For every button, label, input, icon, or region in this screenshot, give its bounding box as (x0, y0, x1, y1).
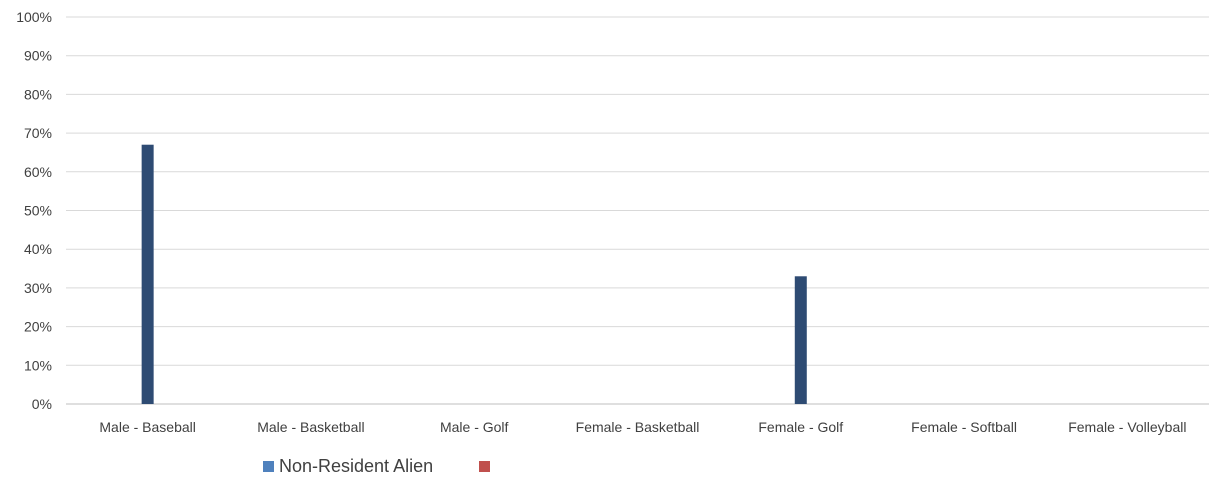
x-axis: Male - Baseball Male - Basketball Male - G… (99, 419, 1186, 435)
legend-swatch-1 (479, 461, 491, 472)
bars (141, 144, 807, 404)
bar (794, 276, 807, 404)
legend-item-unlabeled (479, 461, 495, 472)
y-tick-label: 0% (32, 396, 52, 412)
y-tick-label: 70% (24, 125, 52, 141)
y-tick-label: 100% (16, 9, 52, 25)
x-category-label: Female - Golf (758, 419, 843, 435)
x-category-label: Male - Golf (440, 419, 509, 435)
x-category-label: Male - Basketball (257, 419, 364, 435)
y-tick-label: 10% (24, 357, 52, 373)
x-category-label: Female - Volleyball (1068, 419, 1186, 435)
y-tick-label: 40% (24, 241, 52, 257)
y-tick-label: 30% (24, 280, 52, 296)
y-axis: 0% 10% 20% 30% 40% 50% 60% 70% 80% 90% 100% (16, 9, 52, 412)
y-tick-label: 80% (24, 86, 52, 102)
x-category-label: Male - Baseball (99, 419, 196, 435)
gridlines (66, 16, 1209, 405)
bar (141, 144, 154, 404)
legend-item-non-resident-alien: Non-Resident Alien (263, 456, 433, 477)
x-category-label: Female - Basketball (576, 419, 700, 435)
y-tick-label: 20% (24, 319, 52, 335)
x-category-label: Female - Softball (911, 419, 1017, 435)
y-tick-label: 90% (24, 48, 52, 64)
legend-label-0: Non-Resident Alien (279, 456, 434, 476)
bar-chart: 0% 10% 20% 30% 40% 50% 60% 70% 80% 90% 100% Male -… (16, 9, 1209, 435)
y-tick-label: 60% (24, 164, 52, 180)
legend: Non-Resident Alien (263, 456, 541, 477)
y-tick-label: 50% (24, 203, 52, 219)
legend-swatch-0 (263, 461, 274, 472)
